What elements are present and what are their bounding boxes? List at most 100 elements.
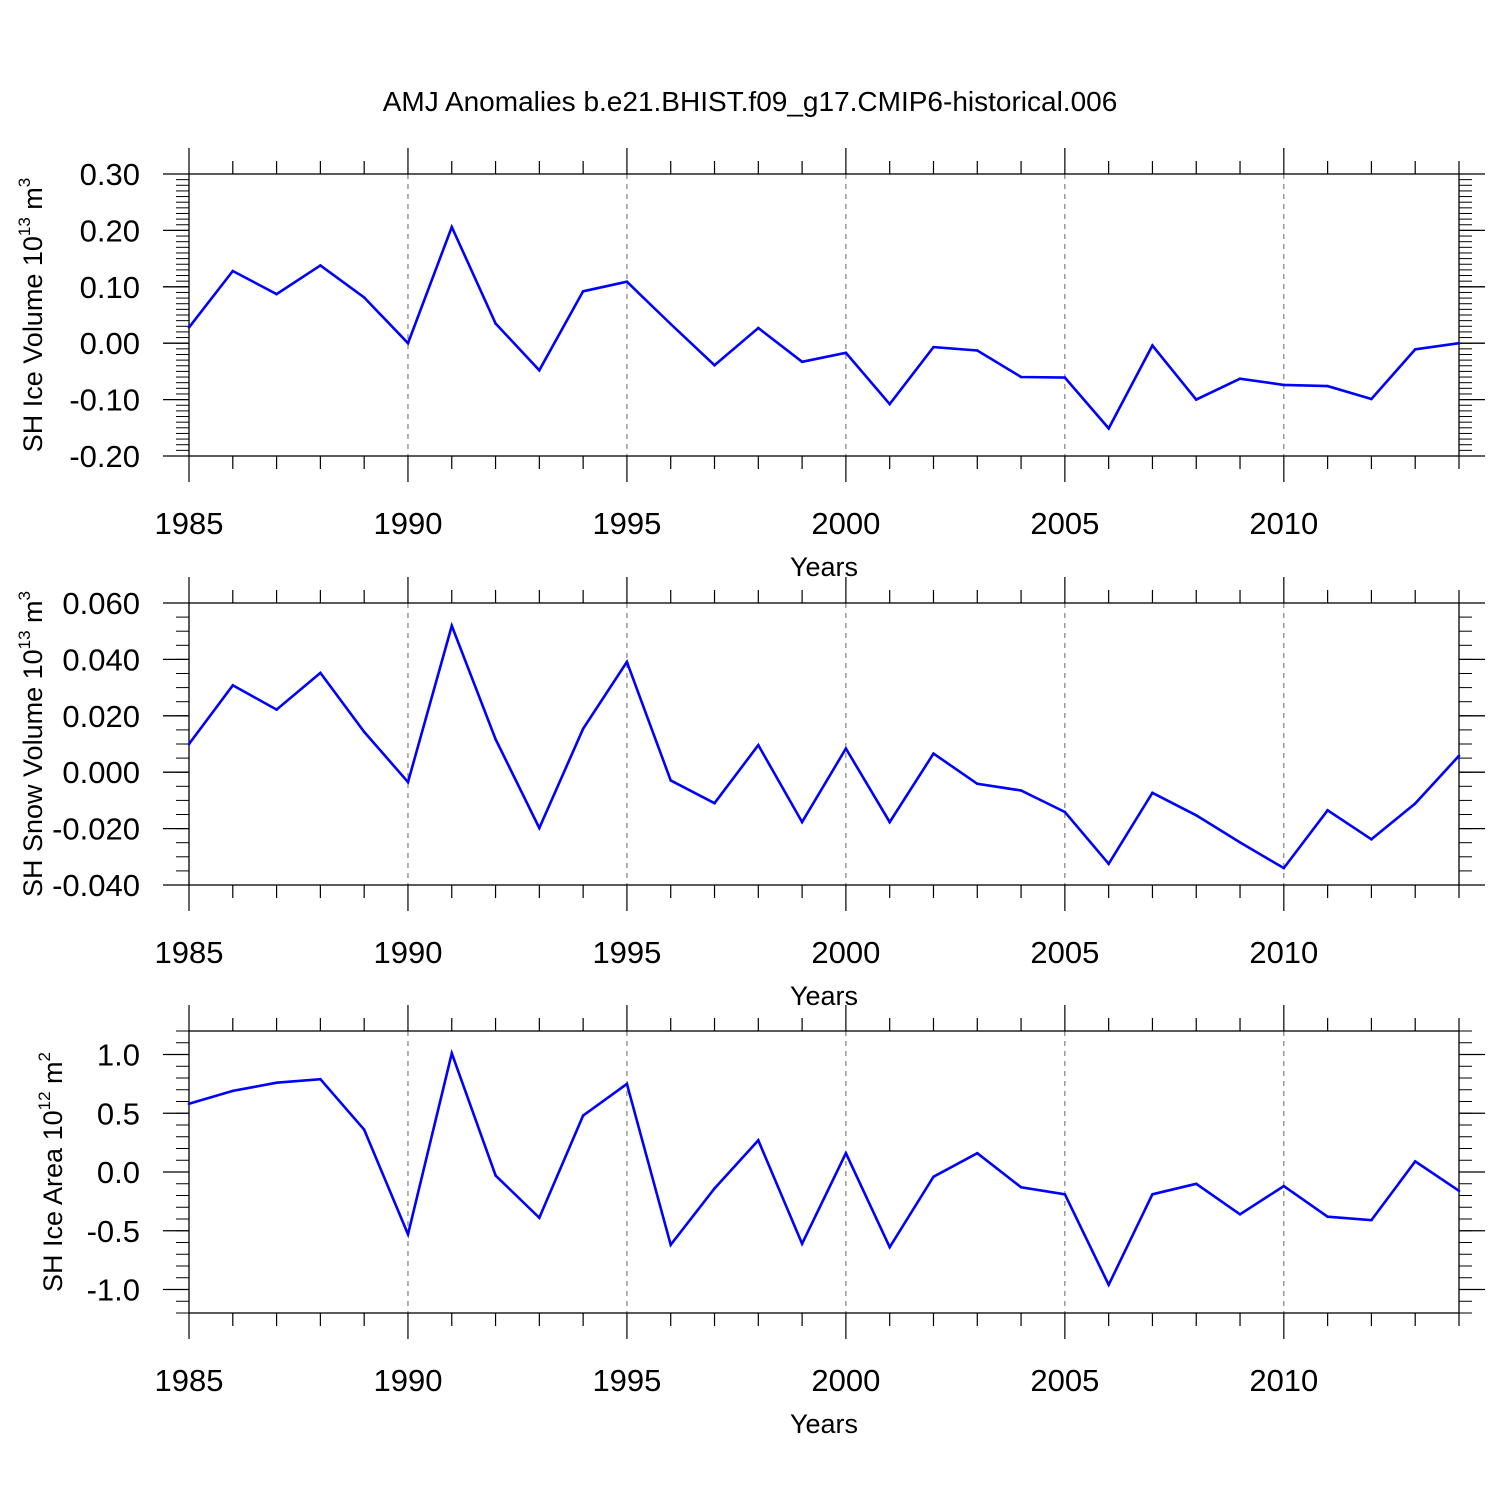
panel-2: -0.040 -0.020 0.000 0.020 0.040 0.060 1985 1990… — [15, 577, 1485, 1011]
x-axis-label: Years — [790, 1409, 858, 1439]
data-point — [713, 1187, 716, 1190]
data-point — [844, 351, 848, 355]
x-tick-label: 1995 — [592, 935, 661, 970]
panel-3: -1.0 -0.5 0.0 0.5 1.0 1985 1990 1995 2000 2005 201… — [35, 1005, 1485, 1439]
data-point — [1282, 1184, 1286, 1188]
data-point — [932, 1175, 935, 1178]
y-axis-label: SH Ice Area 1012 m2 — [35, 1052, 68, 1292]
data-point — [932, 752, 935, 755]
data-point — [1151, 1193, 1154, 1196]
data-point — [669, 322, 673, 326]
data-point — [187, 326, 191, 329]
data-point — [888, 820, 891, 824]
x-tick-label: 1985 — [155, 935, 224, 970]
data-point — [494, 322, 497, 325]
data-point — [1413, 1160, 1417, 1163]
data-point — [406, 341, 410, 345]
data-point — [275, 708, 278, 711]
y-tick-label: 0.0 — [97, 1155, 140, 1190]
data-point — [669, 779, 673, 782]
data-point — [231, 1089, 235, 1093]
data-point — [1457, 341, 1461, 345]
y-tick-label: -0.5 — [87, 1214, 140, 1249]
x-tick-label: 2005 — [1030, 935, 1099, 970]
data-point — [1326, 1215, 1329, 1218]
data-point — [581, 727, 585, 731]
y-tick-label: -0.040 — [52, 868, 140, 903]
data-point — [450, 225, 454, 229]
data-point — [1238, 1213, 1242, 1216]
data-point — [450, 1052, 454, 1055]
y-tick-label: -0.10 — [69, 383, 140, 418]
data-point — [538, 1216, 541, 1220]
y-tick-label: -0.020 — [52, 812, 140, 847]
data-point — [1370, 397, 1373, 401]
x-tick-label: 1990 — [373, 1363, 442, 1398]
x-tick-label: 2005 — [1030, 506, 1099, 541]
data-point — [1151, 344, 1154, 347]
y-tick-label: 0.20 — [80, 213, 140, 248]
x-tick-label: 2000 — [811, 935, 880, 970]
data-point — [1370, 1218, 1373, 1222]
data-point — [669, 1243, 673, 1247]
data-point — [800, 1242, 804, 1245]
x-tick-label: 1990 — [373, 506, 442, 541]
y-tick-label: 0.10 — [80, 270, 140, 305]
data-point — [406, 780, 410, 784]
data-point — [888, 1245, 891, 1249]
data-point — [319, 264, 322, 267]
data-point — [625, 660, 629, 664]
data-point — [1326, 808, 1329, 812]
data-point — [975, 1151, 979, 1155]
data-point — [581, 290, 585, 293]
data-point — [757, 326, 760, 330]
data-point — [757, 1138, 760, 1142]
x-tick-label: 2000 — [811, 506, 880, 541]
x-tick-label: 2010 — [1249, 1363, 1318, 1398]
data-point — [1063, 1193, 1067, 1196]
y-tick-label: -1.0 — [87, 1273, 140, 1308]
data-point — [1282, 866, 1286, 870]
x-tick-label: 1990 — [373, 935, 442, 970]
y-axis-label: SH Snow Volume 1013 m3 — [15, 591, 48, 897]
series-line — [187, 223, 1460, 431]
data-point — [319, 1077, 322, 1081]
data-point — [800, 820, 804, 824]
data-point — [1019, 1185, 1023, 1189]
data-point — [538, 368, 541, 372]
data-point — [1457, 754, 1461, 758]
y-tick-label: 0.020 — [62, 699, 140, 734]
data-point — [1457, 1189, 1461, 1193]
y-tick-label: 1.0 — [97, 1038, 140, 1073]
data-point — [494, 1174, 497, 1177]
data-point — [1326, 384, 1329, 388]
data-point — [757, 743, 760, 747]
data-point — [1282, 383, 1286, 387]
data-point — [713, 363, 716, 367]
x-tick-label: 1985 — [155, 506, 224, 541]
x-axis-label: Years — [790, 981, 858, 1011]
data-point — [1151, 791, 1154, 795]
y-tick-label: 0.00 — [80, 326, 140, 361]
data-point — [450, 624, 454, 628]
data-point — [713, 801, 716, 805]
y-tick-label: 0.30 — [80, 157, 140, 192]
data-point — [932, 345, 935, 349]
data-point — [625, 280, 629, 284]
y-tick-label: 0.000 — [62, 755, 140, 790]
data-point — [319, 671, 322, 675]
series-line — [188, 1048, 1460, 1288]
data-point — [362, 296, 366, 299]
data-point — [975, 782, 979, 786]
data-point — [538, 826, 541, 830]
data-point — [844, 1151, 848, 1155]
data-point — [275, 1081, 278, 1084]
y-tick-label: 0.040 — [62, 642, 140, 677]
data-point — [1107, 427, 1110, 430]
x-tick-label: 2010 — [1249, 506, 1318, 541]
data-point — [1238, 377, 1242, 381]
data-point — [231, 684, 235, 687]
panels: -0.20 -0.10 0.00 0.10 0.20 0.30 1985 1990 1995 20… — [15, 148, 1485, 1439]
data-point — [1063, 810, 1067, 814]
